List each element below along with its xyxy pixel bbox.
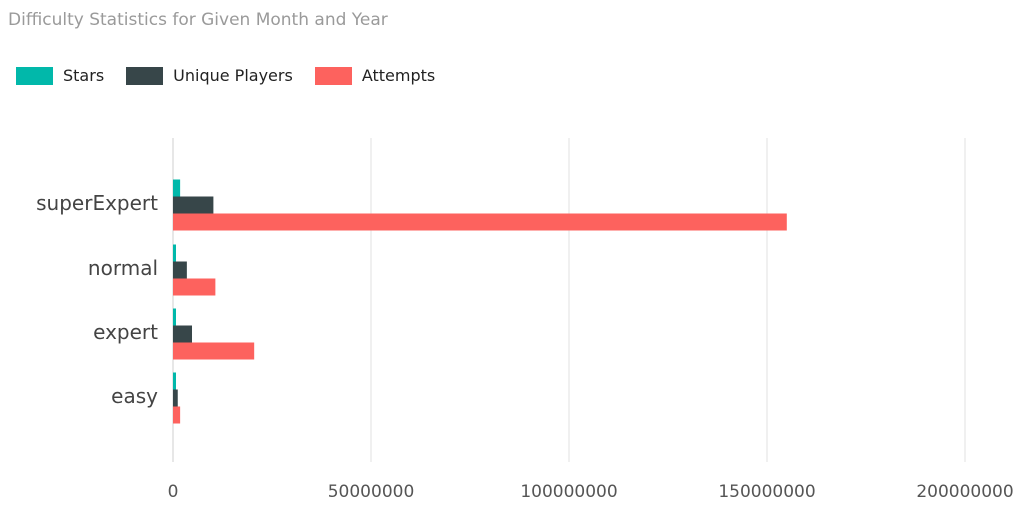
x-tick-label: 0	[168, 482, 179, 502]
bar-stars-normal[interactable]	[173, 244, 176, 262]
category-label: expert	[93, 320, 158, 344]
bar-attempts-superexpert[interactable]	[173, 213, 787, 231]
x-tick-label: 100000000	[520, 482, 617, 502]
chart-title: Difficulty Statistics for Given Month an…	[8, 10, 388, 30]
legend-label-attempts: Attempts	[361, 66, 436, 85]
bar-unique-players-superexpert[interactable]	[173, 196, 214, 214]
bar-unique-players-expert[interactable]	[173, 325, 193, 343]
category-label: easy	[111, 384, 158, 408]
legend-swatch-attempts	[314, 66, 352, 85]
bar-attempts-easy[interactable]	[173, 406, 181, 424]
x-tick-label: 150000000	[718, 482, 815, 502]
bar-unique-players-easy[interactable]	[173, 389, 178, 407]
legend-item-attempts[interactable]: Attempts	[314, 66, 436, 85]
legend-swatch-stars	[16, 66, 53, 85]
legend-item-stars[interactable]: Stars	[16, 66, 104, 85]
legend-item-unique-players[interactable]: Unique Players	[126, 66, 293, 85]
category-label: superExpert	[36, 191, 158, 215]
legend: Stars Unique Players Attempts	[16, 66, 457, 85]
bar-stars-superexpert[interactable]	[173, 179, 181, 197]
category-label: normal	[88, 256, 158, 280]
x-tick-label: 200000000	[916, 482, 1013, 502]
bar-stars-expert[interactable]	[173, 308, 176, 326]
legend-label-unique-players: Unique Players	[173, 66, 293, 85]
x-tick-label: 50000000	[328, 482, 415, 502]
bar-unique-players-normal[interactable]	[173, 261, 187, 279]
bar-stars-easy[interactable]	[173, 372, 176, 390]
bar-attempts-normal[interactable]	[173, 278, 216, 296]
legend-swatch-unique-players	[126, 66, 164, 85]
bar-attempts-expert[interactable]	[173, 342, 255, 360]
legend-label-stars: Stars	[63, 66, 105, 85]
